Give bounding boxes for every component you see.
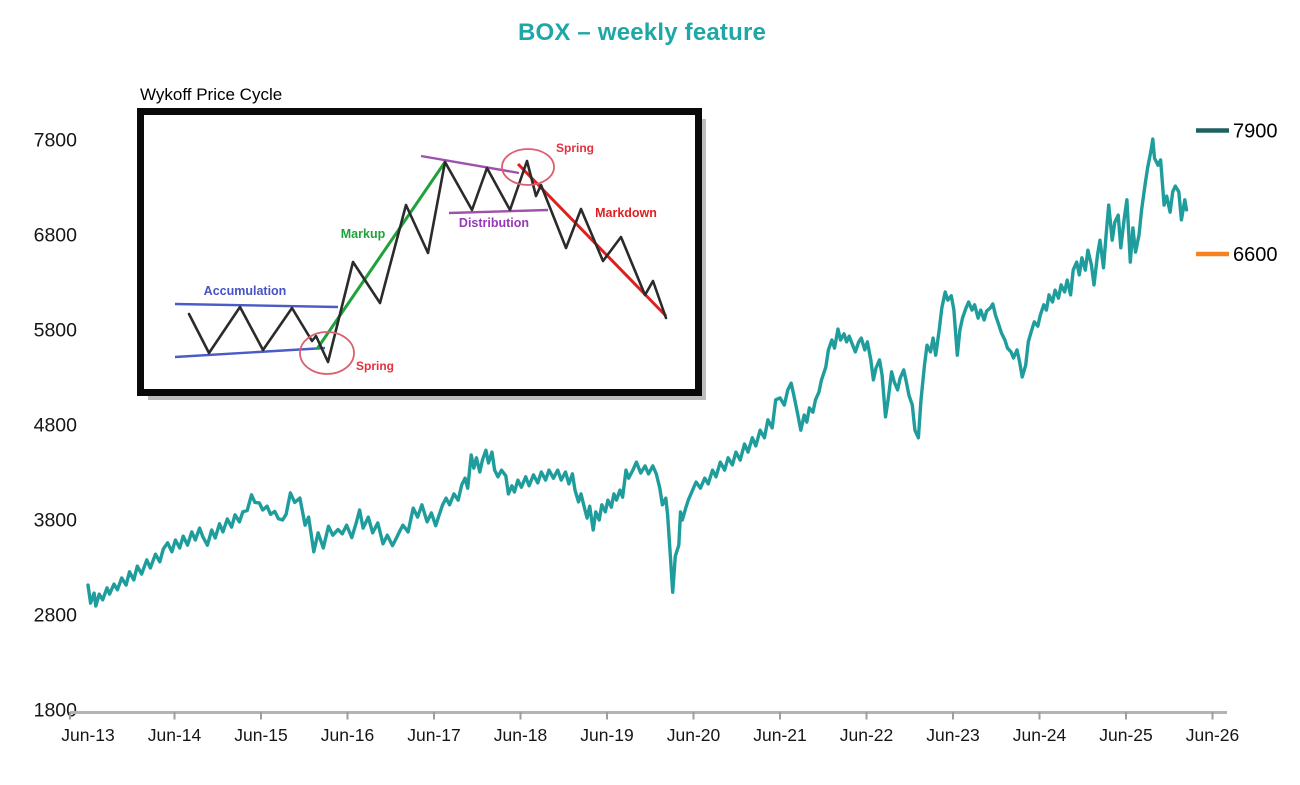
x-axis-tick-label: Jun-20: [667, 725, 721, 745]
wyckoff-inset: Wykoff Price Cycle Accumulation Markup D…: [137, 85, 706, 400]
x-axis-tick-label: Jun-22: [840, 725, 894, 745]
x-axis-tick-label: Jun-24: [1013, 725, 1067, 745]
target-levels: 7900 6600: [1196, 121, 1278, 266]
markdown-label: Markdown: [595, 206, 657, 220]
y-axis-tick-label: 2800: [34, 605, 78, 627]
price-series-line: [86, 137, 1189, 608]
accumulation-label: Accumulation: [204, 284, 287, 298]
spring-circle-high: [501, 148, 555, 186]
spring-circle-low: [299, 331, 355, 375]
y-axis-tick-label: 6800: [34, 225, 78, 247]
x-axis-tick-label: Jun-19: [580, 725, 634, 745]
x-axis-tick-label: Jun-18: [494, 725, 548, 745]
y-axis-tick-label: 7800: [34, 130, 78, 152]
inset-title: Wykoff Price Cycle: [140, 85, 282, 104]
spring-label-high: Spring: [556, 141, 594, 155]
target-level-label: 7900: [1233, 121, 1278, 143]
page-title: BOX – weekly feature: [518, 19, 766, 46]
y-axis-tick-label: 3800: [34, 510, 78, 532]
y-axis-tick-label: 5800: [34, 320, 78, 342]
y-axis-tick-label: 1800: [34, 700, 78, 722]
spring-label-low: Spring: [356, 359, 394, 373]
distribution-label: Distribution: [459, 216, 529, 230]
wyckoff-price-zigzag: [187, 159, 668, 364]
y-axis-tick-label: 4800: [34, 415, 78, 437]
x-axis-tick-label: Jun-16: [321, 725, 375, 745]
x-axis: Jun-13 Jun-14 Jun-15 Jun-16 Jun-17 Jun-18 Jun-…: [61, 711, 1239, 745]
x-axis-tick-label: Jun-15: [234, 725, 288, 745]
inset-frame: [137, 108, 702, 396]
x-axis-tick-label: Jun-25: [1099, 725, 1153, 745]
x-axis-ticks: [69, 712, 1214, 720]
x-axis-tick-label: Jun-23: [926, 725, 980, 745]
y-axis: 7800 6800 5800 4800 3800 2800 1800: [34, 130, 78, 722]
x-axis-tick-label: Jun-14: [148, 725, 202, 745]
accumulation-upper-line: [174, 302, 339, 309]
x-axis-tick-label: Jun-26: [1186, 725, 1240, 745]
x-axis-labels: Jun-13 Jun-14 Jun-15 Jun-16 Jun-17 Jun-18 Jun-…: [61, 725, 1239, 745]
markup-label: Markup: [341, 227, 386, 241]
distribution-lower-line: [448, 208, 549, 215]
x-axis-tick-label: Jun-17: [407, 725, 461, 745]
x-axis-tick-label: Jun-13: [61, 725, 115, 745]
x-axis-tick-label: Jun-21: [753, 725, 807, 745]
target-level-label: 6600: [1233, 244, 1278, 266]
